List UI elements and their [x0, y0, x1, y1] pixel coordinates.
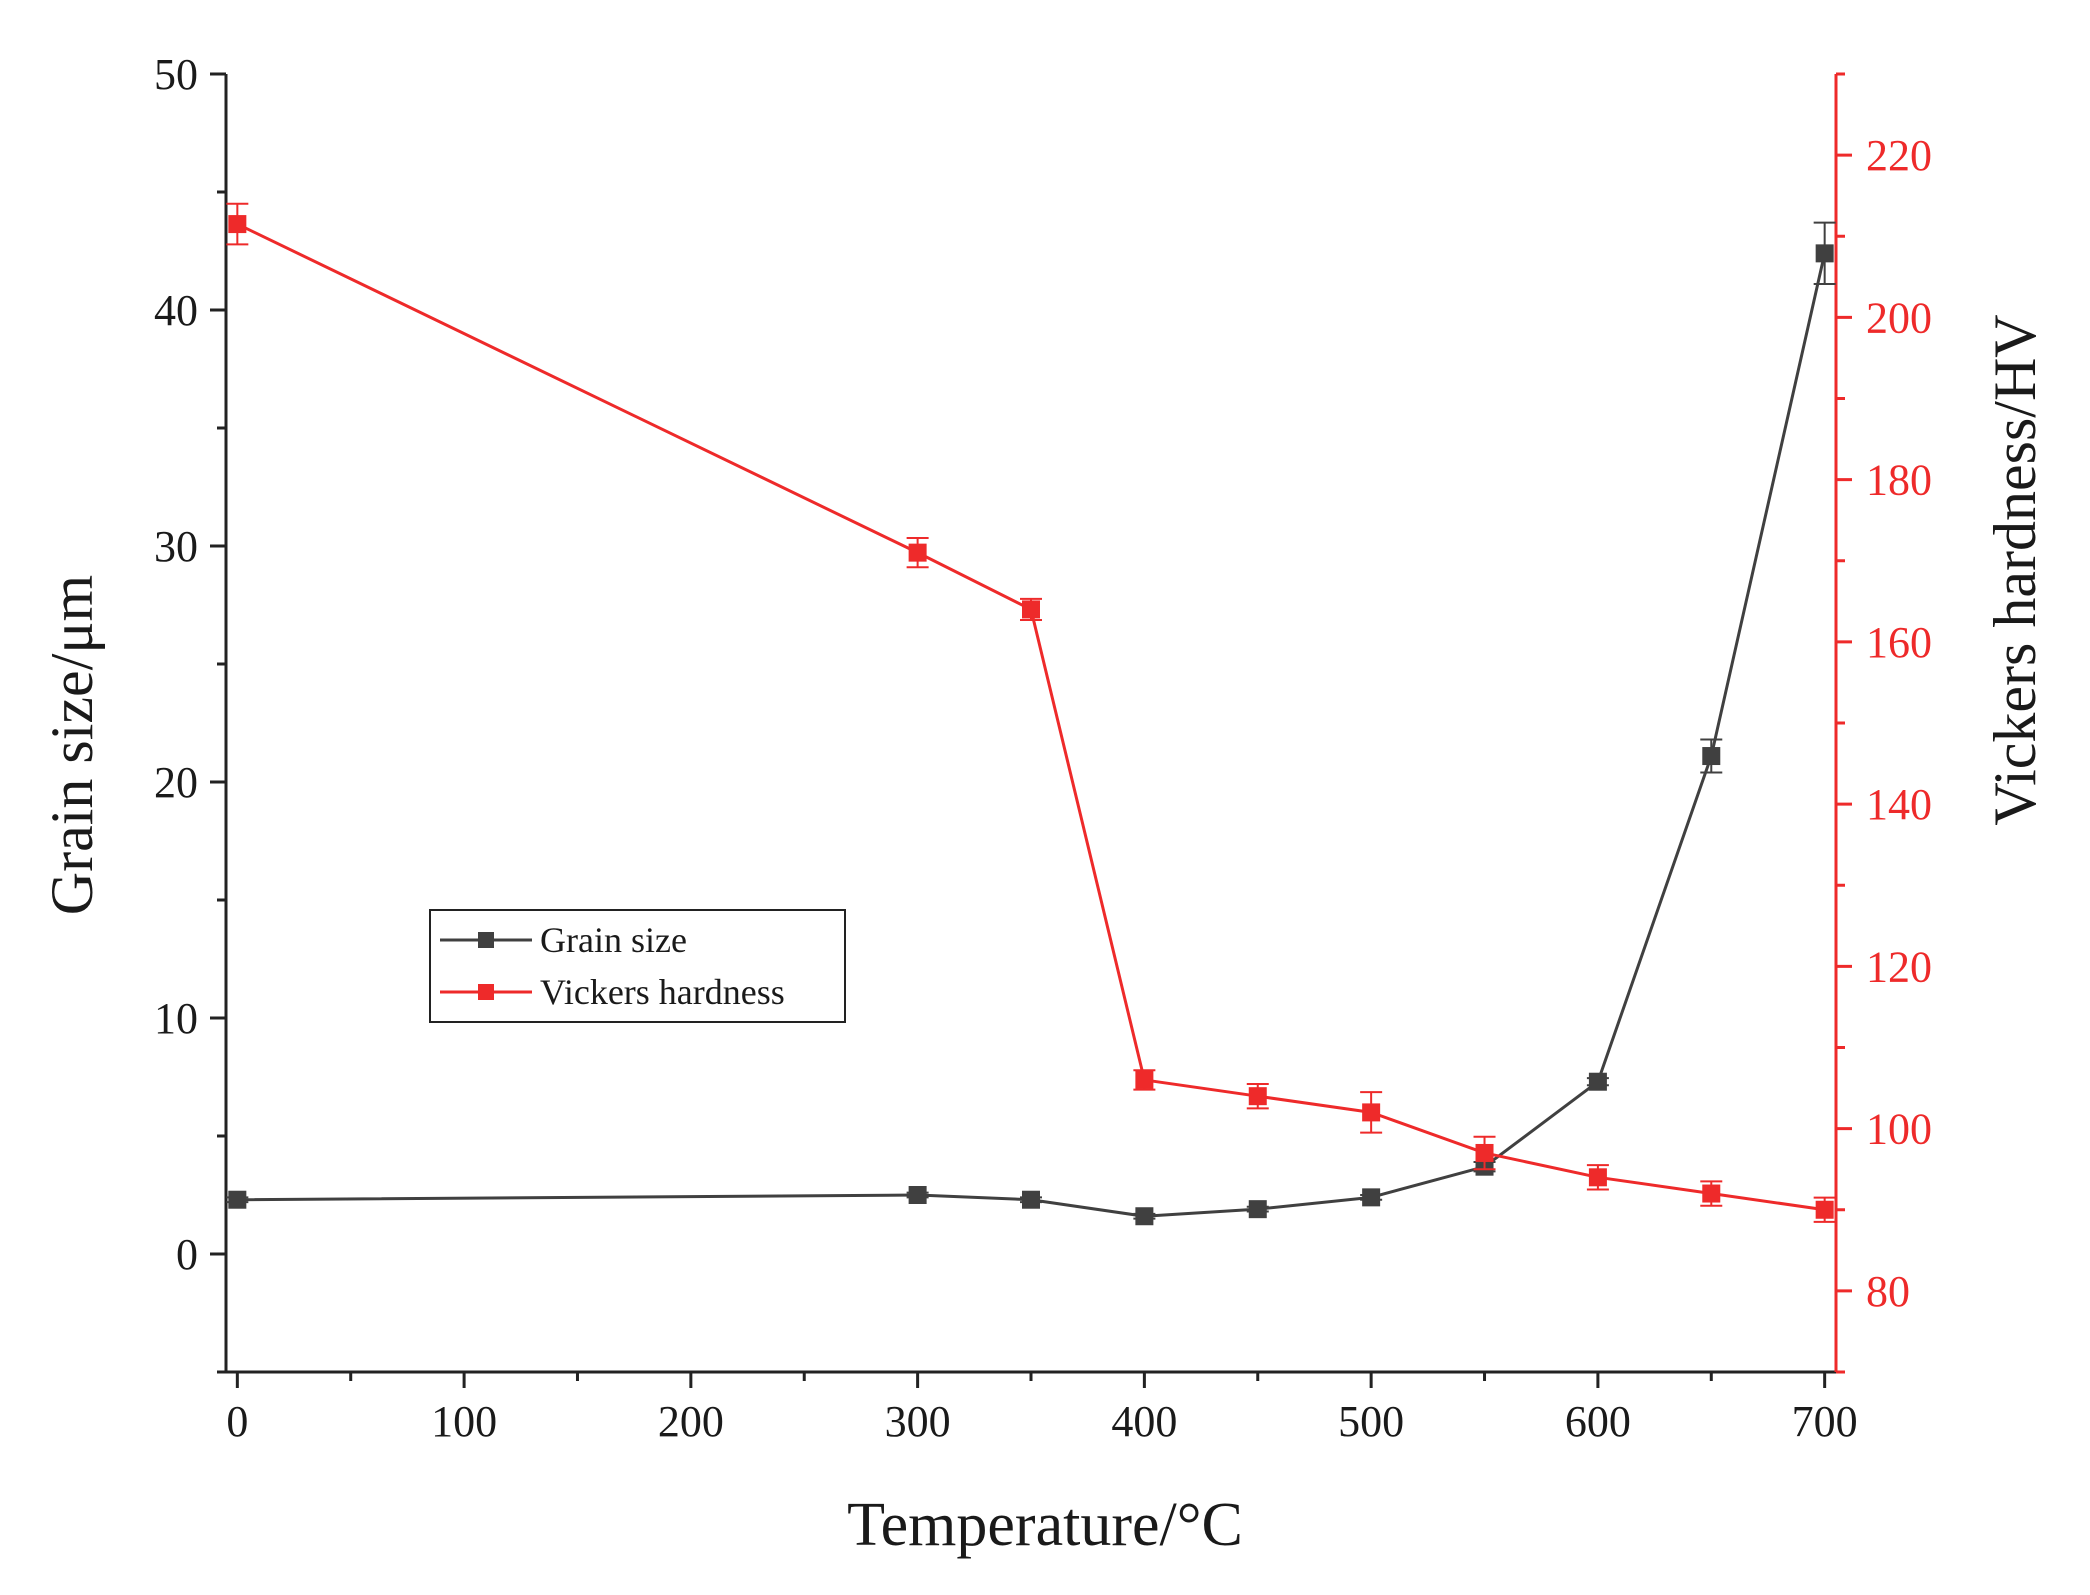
plot-area	[226, 202, 1836, 1226]
data-point-grain-size-500	[1362, 1188, 1381, 1207]
y2-tick-label-180: 180	[1866, 456, 1932, 505]
data-point-vickers-hardness-600	[1588, 1168, 1607, 1187]
series-line-grain-size	[237, 253, 1827, 1218]
series-grain-size	[226, 221, 1836, 1226]
legend: Grain size Vickers hardness	[429, 909, 846, 1023]
y-tick-label-50: 50	[154, 50, 198, 99]
data-point-vickers-hardness-550	[1475, 1143, 1494, 1162]
data-point-grain-size-0	[228, 1190, 247, 1209]
data-point-vickers-hardness-300	[908, 543, 927, 562]
x-tick-label-0: 0	[226, 1397, 248, 1446]
y2-tick-label-80: 80	[1866, 1267, 1910, 1316]
series-vickers-hardness	[226, 202, 1836, 1223]
x-tick-label-300: 300	[885, 1397, 951, 1446]
legend-label-vickers-hardness: Vickers hardness	[540, 972, 785, 1012]
y2-tick-label-220: 220	[1866, 131, 1932, 180]
x-tick-label-100: 100	[431, 1397, 497, 1446]
x-tick-label-400: 400	[1111, 1397, 1177, 1446]
series-line-vickers-hardness	[236, 222, 1825, 1212]
x-tick-label-200: 200	[658, 1397, 724, 1446]
y-tick-label-30: 30	[154, 522, 198, 571]
y2-tick-label-160: 160	[1866, 618, 1932, 667]
data-point-grain-size-650	[1702, 747, 1721, 766]
x-tick-label-700: 700	[1792, 1397, 1858, 1446]
y-tick-label-10: 10	[154, 994, 198, 1043]
data-point-vickers-hardness-500	[1362, 1103, 1381, 1122]
data-point-vickers-hardness-0	[228, 215, 247, 234]
legend-marker-grain-size	[478, 932, 494, 948]
x-axis-label: Temperature/°C	[847, 1491, 1243, 1559]
data-point-grain-size-300	[908, 1186, 927, 1204]
legend-box	[429, 909, 846, 1023]
y2-tick-label-100: 100	[1866, 1105, 1932, 1154]
legend-label-grain-size: Grain size	[540, 920, 687, 960]
data-point-vickers-hardness-350	[1022, 600, 1040, 619]
y2-tick-label-200: 200	[1866, 293, 1932, 342]
data-point-grain-size-350	[1022, 1190, 1040, 1209]
data-point-grain-size-400	[1135, 1207, 1154, 1226]
y-axis-label: Grain size/μm	[39, 575, 105, 915]
legend-marker-vickers-hardness	[478, 984, 494, 1000]
y-tick-label-20: 20	[154, 758, 198, 807]
data-point-vickers-hardness-700	[1815, 1200, 1834, 1219]
data-point-vickers-hardness-650	[1702, 1184, 1721, 1203]
data-point-grain-size-600	[1588, 1072, 1607, 1091]
y2-tick-label-120: 120	[1866, 942, 1932, 991]
data-point-grain-size-450	[1248, 1200, 1267, 1219]
y-tick-label-40: 40	[154, 286, 198, 335]
y2-tick-label-140: 140	[1866, 780, 1932, 829]
data-point-vickers-hardness-450	[1248, 1087, 1267, 1106]
data-point-grain-size-700	[1815, 244, 1834, 263]
y-tick-label-0: 0	[176, 1230, 198, 1279]
x-tick-label-500: 500	[1338, 1397, 1404, 1446]
axes: 0 100 200 300 400 500 600 700 0 10 20 30 40 50 80 100 12…	[154, 50, 1932, 1446]
y2-axis-label: Vickers hardness/HV	[1982, 314, 2048, 825]
x-tick-label-600: 600	[1565, 1397, 1631, 1446]
data-point-vickers-hardness-400	[1135, 1070, 1154, 1089]
